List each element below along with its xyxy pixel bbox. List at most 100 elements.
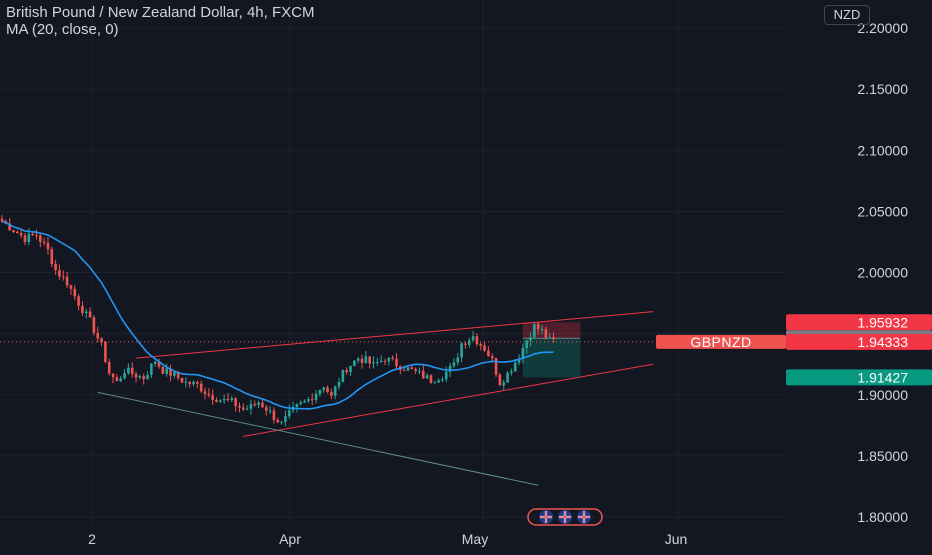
candle[interactable] [157,358,161,369]
candle[interactable] [272,407,276,424]
candle[interactable] [414,367,417,375]
candle[interactable] [153,360,157,367]
candle[interactable] [23,233,27,246]
candle[interactable] [341,369,345,383]
candle[interactable] [360,354,364,369]
candle[interactable] [540,324,544,335]
candle[interactable] [127,363,130,376]
candle[interactable] [322,386,326,393]
candle[interactable] [61,270,65,281]
candle[interactable] [356,356,360,364]
events-flag-group[interactable] [527,508,603,526]
candle[interactable] [391,355,394,361]
candle[interactable] [280,420,283,425]
candle[interactable] [310,393,314,406]
candle[interactable] [268,405,272,414]
candle[interactable] [487,346,490,357]
candle[interactable] [506,370,509,383]
candle[interactable] [230,396,234,403]
candle[interactable] [303,399,306,403]
trendline-upper-channel[interactable] [136,311,654,359]
candle[interactable] [544,326,548,340]
candle[interactable] [134,371,138,383]
candle[interactable] [257,400,260,409]
candle[interactable] [115,374,119,382]
candle[interactable] [494,357,498,378]
candle[interactable] [253,400,257,408]
candle[interactable] [330,388,333,400]
candle[interactable] [42,237,46,246]
candle[interactable] [54,259,57,275]
candle[interactable] [471,330,475,342]
candle[interactable] [165,363,168,377]
price-label-last-price[interactable]: 1.94333 [786,333,932,350]
candle[interactable] [464,341,467,349]
candle[interactable] [456,352,460,366]
candle[interactable] [333,385,337,400]
candle[interactable] [241,403,245,412]
candle[interactable] [502,379,506,390]
candle[interactable] [92,315,96,336]
candle[interactable] [318,389,322,397]
symbol-title[interactable]: British Pound / New Zealand Dollar, 4h, … [6,4,315,21]
candle[interactable] [387,357,391,366]
candle[interactable] [84,308,88,319]
candle[interactable] [19,229,23,239]
candle[interactable] [107,358,111,376]
price-label-position-low[interactable]: 1.91427 [786,369,932,386]
candle[interactable] [376,357,379,366]
candle[interactable] [425,373,429,379]
candle[interactable] [184,377,188,388]
candle[interactable] [510,368,513,376]
candle[interactable] [188,381,191,388]
price-label-position-high[interactable]: 1.95932 [786,314,932,331]
candle[interactable] [196,380,199,389]
candle[interactable] [345,367,348,375]
candle[interactable] [203,387,207,400]
symbol-tag[interactable]: GBPNZD [656,334,786,350]
candle[interactable] [433,380,437,384]
candle[interactable] [192,380,195,387]
candle[interactable] [429,374,433,384]
candle[interactable] [77,293,80,311]
candle[interactable] [460,341,463,363]
candle[interactable] [536,321,540,335]
ma-line[interactable] [1,220,554,410]
candle[interactable] [215,397,218,403]
candle[interactable] [444,366,448,383]
candle[interactable] [16,230,19,234]
candle[interactable] [50,246,54,267]
candle[interactable] [498,372,502,386]
candle[interactable] [100,337,103,347]
candle[interactable] [12,229,15,234]
candle[interactable] [245,405,249,411]
candle[interactable] [552,332,555,343]
candle[interactable] [383,358,387,366]
candle[interactable] [353,360,356,367]
candle[interactable] [58,264,61,280]
candle[interactable] [326,385,329,394]
candle[interactable] [364,351,368,364]
candle[interactable] [69,284,73,295]
candle[interactable] [180,377,184,384]
candle[interactable] [146,371,149,380]
currency-badge[interactable]: NZD [824,5,870,25]
candle[interactable] [533,322,536,340]
candle[interactable] [513,359,517,372]
time-axis[interactable]: 2 Apr May Jun [0,529,786,550]
candle[interactable] [276,417,280,423]
candle[interactable] [291,401,295,414]
candle[interactable] [142,373,146,385]
position-reward-zone[interactable] [522,338,581,378]
candle[interactable] [525,339,529,354]
candle[interactable] [46,236,50,255]
trendline-lower-falling[interactable] [97,391,539,486]
candle[interactable] [307,397,310,404]
candle[interactable] [467,337,471,348]
candle[interactable] [111,373,115,384]
candle[interactable] [452,358,456,369]
candle[interactable] [130,362,134,378]
candle[interactable] [284,410,287,427]
candle[interactable] [226,393,230,402]
